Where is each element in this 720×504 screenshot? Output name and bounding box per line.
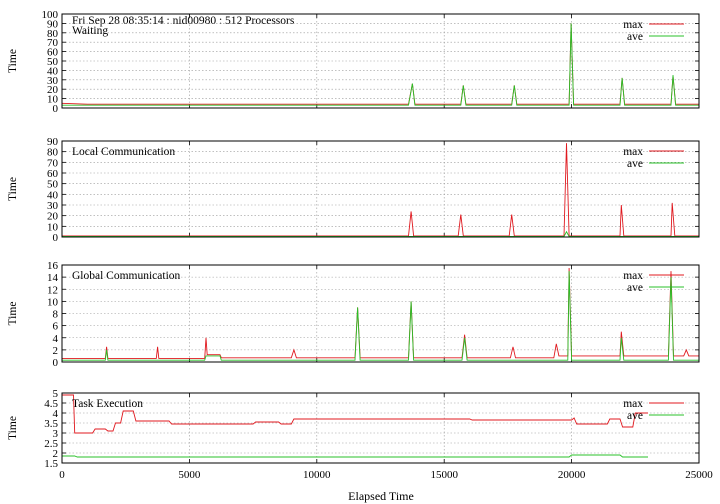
y-tick-label: 5: [53, 388, 59, 400]
x-tick-label: 15000: [430, 469, 458, 481]
panel-title: Waiting: [72, 25, 108, 37]
x-tick-label: 25000: [685, 469, 713, 481]
y-tick-label: 2.5: [44, 438, 58, 450]
y-tick-label: 60: [47, 168, 59, 180]
series-ave-line: [62, 271, 699, 361]
series-max-line: [62, 394, 648, 434]
y-axis-label: Time: [7, 49, 19, 73]
legend-label-max: max: [623, 270, 643, 282]
y-tick-label: 40: [47, 189, 59, 201]
legend-label-ave: ave: [627, 410, 643, 422]
y-tick-label: 10: [47, 221, 59, 233]
y-tick-label: 3.5: [44, 418, 58, 430]
series-max-line: [61, 23, 699, 105]
legend-label-max: max: [623, 398, 643, 410]
series-max-line: [62, 143, 699, 237]
panel-3: 1.522.533.544.55 0 5000 10000 15000 20000 2500…: [7, 388, 713, 481]
x-tick-label: 5000: [178, 469, 201, 481]
y-tick-label: 20: [47, 84, 59, 96]
y-axis-label: Time: [7, 302, 19, 326]
panel-title: Local Communication: [72, 146, 175, 158]
panel-title: Global Communication: [72, 270, 181, 282]
y-tick-label: 2: [53, 448, 59, 460]
y-tick-label: 50: [47, 179, 59, 191]
y-tick-label: 90: [47, 136, 59, 148]
y-tick-label: 0: [53, 232, 59, 244]
chart-panels: 0102030405060708090100WaitingTimemaxave0…: [7, 9, 713, 481]
y-tick-label: 2: [53, 345, 59, 357]
x-tick-label: 20000: [558, 469, 586, 481]
legend-label-ave: ave: [627, 158, 643, 170]
y-tick-label: 100: [42, 9, 59, 21]
x-tick-label: 10000: [303, 469, 331, 481]
plot-frame: [61, 264, 700, 363]
y-tick-label: 70: [47, 37, 59, 49]
y-tick-label: 50: [47, 56, 59, 68]
header-text: Fri Sep 28 08:35:14 : nid00980 : 512 Pro…: [72, 15, 295, 27]
y-tick-label: 6: [53, 321, 59, 333]
y-tick-label: 16: [47, 260, 59, 272]
legend-label-ave: ave: [627, 282, 643, 294]
y-tick-label: 90: [47, 18, 59, 30]
plot-frame: [61, 13, 700, 109]
y-tick-label: 0: [53, 357, 59, 369]
series-ave-line: [62, 23, 699, 106]
y-tick-label: 4.5: [44, 398, 58, 410]
y-tick-label: 30: [47, 75, 59, 87]
y-tick-label: 30: [47, 200, 59, 212]
y-tick-label: 14: [47, 272, 59, 284]
y-tick-label: 1.5: [44, 458, 58, 470]
x-tick-label: 0: [59, 469, 65, 481]
legend-label-max: max: [623, 19, 643, 31]
y-tick-label: 4: [53, 333, 59, 345]
y-tick-label: 40: [47, 65, 59, 77]
y-tick-label: 12: [47, 284, 58, 296]
y-axis-label: Time: [7, 177, 19, 201]
y-tick-label: 80: [47, 28, 59, 40]
y-tick-label: 10: [47, 94, 59, 106]
y-axis-label: Time: [7, 416, 19, 440]
y-tick-label: 80: [47, 147, 59, 159]
y-tick-label: 8: [53, 309, 59, 321]
y-tick-label: 10: [47, 296, 59, 308]
plot-frame: [61, 392, 700, 464]
y-tick-label: 4: [53, 408, 59, 420]
y-tick-label: 3: [53, 428, 59, 440]
panel-title: Task Execution: [72, 398, 143, 410]
y-tick-label: 0: [53, 103, 59, 115]
legend-label-max: max: [623, 146, 643, 158]
x-axis-label: Elapsed Time: [348, 489, 414, 503]
plot-frame: [61, 140, 700, 238]
legend-label-ave: ave: [627, 31, 643, 43]
series-ave-line: [62, 454, 648, 458]
y-tick-label: 60: [47, 47, 59, 59]
y-tick-label: 20: [47, 211, 59, 223]
y-tick-label: 70: [47, 157, 59, 169]
